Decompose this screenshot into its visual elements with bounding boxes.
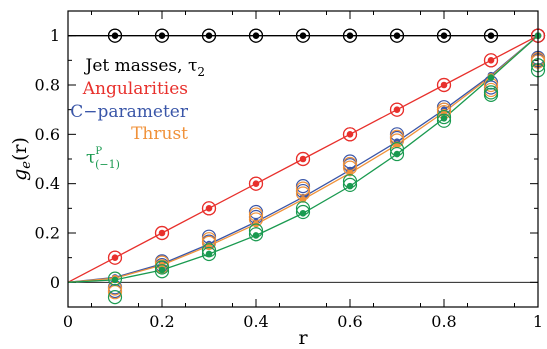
series-0-point xyxy=(299,32,307,39)
y-axis-label-sub: e xyxy=(19,161,34,169)
series-4-open-marker-b xyxy=(201,246,217,262)
series-0-point xyxy=(440,32,448,39)
legend-entry-1: Angularities xyxy=(82,79,188,99)
series-1-point xyxy=(487,57,495,64)
series-4-open-marker-b xyxy=(436,113,452,128)
series-1-open-marker-b xyxy=(107,250,123,265)
series-4-point xyxy=(111,276,119,284)
series-4-open-marker-b xyxy=(483,87,499,102)
series-1-point xyxy=(440,81,448,89)
series-0-open-marker-b xyxy=(295,28,311,43)
tick-labels-layer: 0 0.2 0.4 0.6 0.8 1 0 0.2 0.4 0.6 0.8 1 xyxy=(35,26,544,331)
series-3-open-marker-a xyxy=(295,181,311,196)
series-1-point xyxy=(205,205,213,212)
series-0-point xyxy=(252,32,260,39)
y-axis-label: ge(r) xyxy=(9,137,34,181)
y-tick-label: 1 xyxy=(50,26,60,45)
series-4-point xyxy=(252,232,260,239)
series-4-point xyxy=(393,150,401,158)
series-4-point xyxy=(440,115,448,122)
y-tick-label: 0.8 xyxy=(35,76,60,95)
legend-entry-2: C−parameter xyxy=(70,102,189,122)
series-4-open-marker-b xyxy=(107,290,123,305)
series-1-open-marker-b xyxy=(248,176,264,191)
series-0-open-marker-b xyxy=(342,28,358,43)
y-axis-label-arg: (r) xyxy=(9,137,31,161)
series-4-open-marker-a xyxy=(107,271,123,286)
series-1-open-marker-b xyxy=(154,225,170,241)
series-1-open-marker-b xyxy=(483,53,499,68)
series-4-point xyxy=(299,209,307,217)
series-4-open-marker-a xyxy=(436,109,452,125)
series-4-open-marker-b xyxy=(154,264,170,279)
series-3-point xyxy=(299,196,307,203)
series-4-open-marker-b xyxy=(389,146,405,162)
series-4-open-marker-b xyxy=(295,204,311,220)
series-4-point xyxy=(158,266,166,274)
series-4-point xyxy=(346,182,354,190)
series-4-point xyxy=(487,74,495,81)
legend-entry-4-sub: (−1) xyxy=(95,158,120,171)
series-1-point xyxy=(346,131,354,138)
legend-entry-4: τP (−1) xyxy=(86,146,120,171)
legend-entry-0-sub: 2 xyxy=(197,65,205,79)
series-1-open-marker-b xyxy=(295,151,311,167)
x-tick-label: 0.2 xyxy=(149,312,174,331)
series-0-point xyxy=(346,32,354,39)
y-tick-label: 0 xyxy=(50,273,60,292)
legend: Jet masses, τ2AngularitiesC−parameterThr… xyxy=(70,56,205,171)
x-axis-label: r xyxy=(298,327,308,349)
series-1-point xyxy=(158,229,166,237)
x-tick-label: 0 xyxy=(63,312,73,331)
legend-entry-4-base: τ xyxy=(86,148,95,168)
series-4-point xyxy=(205,250,213,258)
series-0-point xyxy=(393,32,401,39)
series-1-open-marker-b xyxy=(342,127,358,142)
series-0-open-marker-b xyxy=(389,28,405,43)
legend-entry-3: Thrust xyxy=(131,124,188,144)
series-0-open-marker-b xyxy=(107,28,123,43)
series-0-open-marker-b xyxy=(248,28,264,43)
series-1-point xyxy=(393,106,401,113)
series-0-point xyxy=(205,32,213,39)
series-0-point xyxy=(158,32,166,39)
legend-entry-4-sup: P xyxy=(95,146,102,157)
series-4-open-marker-b xyxy=(342,177,358,192)
x-tick-label: 0.4 xyxy=(243,312,268,331)
x-tick-label: 0.8 xyxy=(431,312,456,331)
x-tick-label: 0.6 xyxy=(337,312,362,331)
series-0-open-marker-b xyxy=(154,28,170,43)
legend-entry-0: Jet masses, τ2 xyxy=(84,56,205,79)
y-tick-label: 0.2 xyxy=(35,224,60,243)
series-1-point xyxy=(111,254,119,261)
series-0-point xyxy=(487,32,495,39)
series-3-open-marker-b xyxy=(201,235,217,250)
series-1-open-marker-b xyxy=(436,77,452,93)
series-4-open-marker-b xyxy=(248,227,264,242)
plot-frame xyxy=(67,10,539,308)
series-0-open-marker-b xyxy=(201,28,217,43)
x-tick-label: 1 xyxy=(533,312,543,331)
series-1-open-marker-b xyxy=(389,102,405,117)
series-4-open-marker-a xyxy=(154,260,170,275)
series-1-open-marker-b xyxy=(201,201,217,216)
series-1-point xyxy=(299,155,307,163)
y-axis-label-g: g xyxy=(9,169,31,181)
legend-entry-0-base: Jet masses, τ xyxy=(84,56,198,76)
y-tick-label: 0.6 xyxy=(35,125,60,144)
series-1-point xyxy=(252,180,260,187)
series-0-open-marker-b xyxy=(483,28,499,43)
series-0-open-marker-b xyxy=(436,28,452,43)
y-tick-label: 0.4 xyxy=(35,174,60,193)
series-0-point xyxy=(111,32,119,39)
